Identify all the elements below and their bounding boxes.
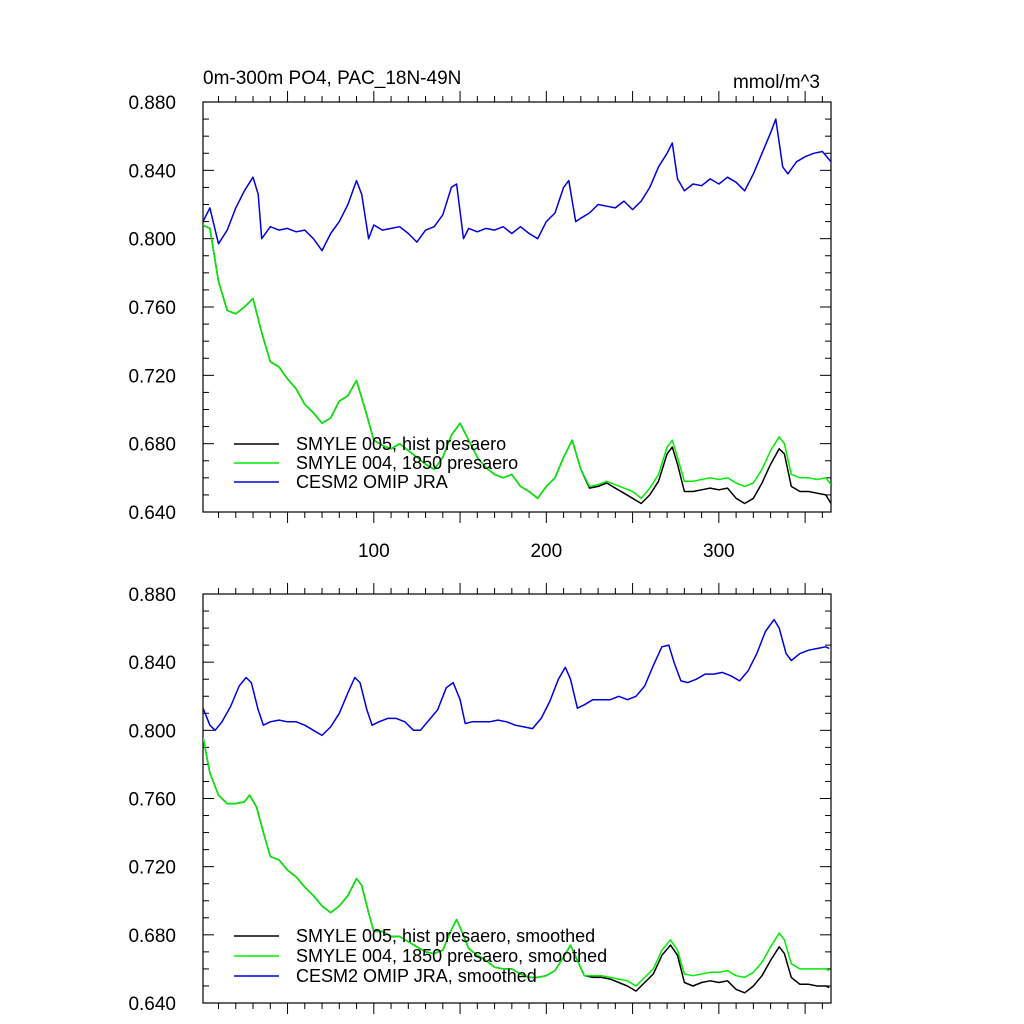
series-line	[203, 618, 830, 737]
y-tick-label: 0.720	[128, 366, 176, 387]
x-tick-label: 300	[703, 541, 735, 562]
legend-label: SMYLE 004, 1850 presaero	[296, 453, 518, 473]
y-tick-label: 0.760	[128, 790, 176, 811]
y-tick-label: 0.840	[128, 161, 176, 182]
chart-title: 0m-300m PO4, PAC_18N-49N	[203, 68, 461, 89]
y-tick-label: 0.800	[128, 721, 176, 742]
legend-label: CESM2 OMIP JRA, smoothed	[296, 966, 537, 986]
legend: SMYLE 005, hist presaero, smoothedSMYLE …	[234, 926, 607, 986]
legend-label: SMYLE 004, 1850 presaero, smoothed	[296, 946, 607, 966]
y-tick-label: 0.640	[128, 994, 176, 1015]
y-tick-label: 0.800	[128, 230, 176, 251]
series-line	[203, 224, 831, 500]
y-tick-label: 0.880	[128, 93, 176, 114]
y-tick-label: 0.840	[128, 653, 176, 674]
y-tick-label: 0.680	[128, 926, 176, 947]
legend-label: SMYLE 005, hist presaero	[296, 434, 506, 454]
bottom-panel: 0.640 0.680 0.720 0.760 0.800 0.840 0.880 SMYLE…	[128, 583, 832, 1015]
x-tick-label: 100	[358, 541, 390, 562]
top-panel: 0.640 0.680 0.720 0.760 0.800 0.840 0.880 100 20…	[128, 91, 832, 562]
y-tick-label: 0.680	[128, 435, 176, 456]
legend-label: CESM2 OMIP JRA	[296, 472, 448, 492]
y-tick-label: 0.720	[128, 858, 176, 879]
y-tick-label: 0.640	[128, 503, 176, 524]
y-tick-label: 0.760	[128, 298, 176, 319]
x-tick-label: 200	[530, 541, 562, 562]
y-tick-label: 0.880	[128, 585, 176, 606]
units-label: mmol/m^3	[733, 72, 820, 93]
legend-label: SMYLE 005, hist presaero, smoothed	[296, 926, 595, 946]
series-line	[203, 118, 831, 252]
series-line	[203, 736, 830, 987]
